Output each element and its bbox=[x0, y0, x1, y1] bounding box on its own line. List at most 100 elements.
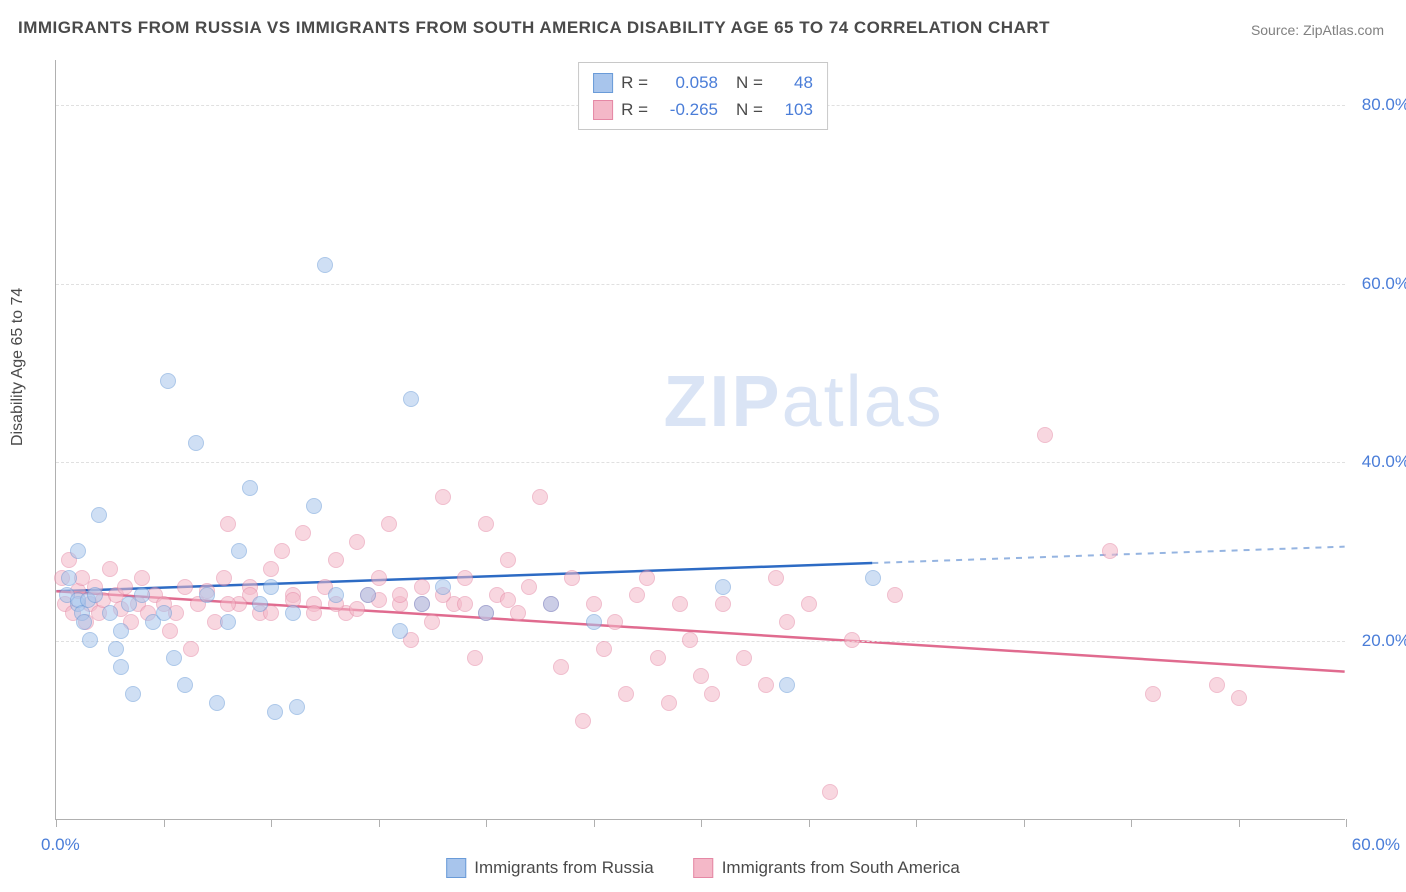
r-value: 0.058 bbox=[656, 69, 718, 96]
legend-swatch bbox=[446, 858, 466, 878]
point-russia bbox=[317, 257, 333, 273]
point-russia bbox=[160, 373, 176, 389]
point-south-america bbox=[586, 596, 602, 612]
x-tick bbox=[1024, 819, 1025, 827]
point-russia bbox=[267, 704, 283, 720]
point-russia bbox=[199, 587, 215, 603]
x-tick bbox=[1346, 819, 1347, 827]
legend-swatch bbox=[593, 73, 613, 93]
r-label: R = bbox=[621, 69, 648, 96]
point-russia bbox=[209, 695, 225, 711]
point-russia bbox=[82, 632, 98, 648]
point-russia bbox=[414, 596, 430, 612]
point-south-america bbox=[887, 587, 903, 603]
point-russia bbox=[108, 641, 124, 657]
point-south-america bbox=[1209, 677, 1225, 693]
point-russia bbox=[76, 614, 92, 630]
point-south-america bbox=[768, 570, 784, 586]
y-tick-label: 40.0% bbox=[1362, 452, 1406, 472]
point-south-america bbox=[467, 650, 483, 666]
point-russia bbox=[392, 623, 408, 639]
point-south-america bbox=[177, 579, 193, 595]
n-label: N = bbox=[736, 96, 763, 123]
point-south-america bbox=[704, 686, 720, 702]
point-russia bbox=[478, 605, 494, 621]
legend-swatch bbox=[593, 100, 613, 120]
point-russia bbox=[403, 391, 419, 407]
point-south-america bbox=[629, 587, 645, 603]
point-south-america bbox=[134, 570, 150, 586]
point-south-america bbox=[478, 516, 494, 532]
point-russia bbox=[779, 677, 795, 693]
point-south-america bbox=[553, 659, 569, 675]
point-south-america bbox=[1102, 543, 1118, 559]
legend-row-russia: R =0.058N =48 bbox=[593, 69, 813, 96]
point-russia bbox=[91, 507, 107, 523]
y-tick-label: 80.0% bbox=[1362, 95, 1406, 115]
point-russia bbox=[289, 699, 305, 715]
point-russia bbox=[586, 614, 602, 630]
plot-area: ZIPatlas 20.0%40.0%60.0%80.0%0.0%60.0% bbox=[55, 60, 1345, 820]
x-tick bbox=[164, 819, 165, 827]
point-russia bbox=[102, 605, 118, 621]
point-south-america bbox=[1231, 690, 1247, 706]
point-south-america bbox=[736, 650, 752, 666]
point-south-america bbox=[328, 552, 344, 568]
point-south-america bbox=[661, 695, 677, 711]
point-russia bbox=[715, 579, 731, 595]
point-south-america bbox=[500, 592, 516, 608]
x-tick bbox=[486, 819, 487, 827]
point-russia bbox=[125, 686, 141, 702]
point-south-america bbox=[381, 516, 397, 532]
point-south-america bbox=[220, 516, 236, 532]
point-russia bbox=[263, 579, 279, 595]
point-south-america bbox=[1145, 686, 1161, 702]
point-russia bbox=[166, 650, 182, 666]
x-tick bbox=[271, 819, 272, 827]
point-russia bbox=[543, 596, 559, 612]
point-south-america bbox=[349, 601, 365, 617]
point-south-america bbox=[392, 587, 408, 603]
point-south-america bbox=[715, 596, 731, 612]
point-russia bbox=[87, 587, 103, 603]
point-russia bbox=[156, 605, 172, 621]
r-label: R = bbox=[621, 96, 648, 123]
legend-item-south_america: Immigrants from South America bbox=[694, 858, 960, 878]
point-russia bbox=[865, 570, 881, 586]
series-legend: Immigrants from RussiaImmigrants from So… bbox=[446, 858, 960, 878]
point-south-america bbox=[650, 650, 666, 666]
x-tick bbox=[379, 819, 380, 827]
point-south-america bbox=[510, 605, 526, 621]
gridline bbox=[56, 641, 1345, 642]
r-value: -0.265 bbox=[656, 96, 718, 123]
point-south-america bbox=[424, 614, 440, 630]
gridline bbox=[56, 462, 1345, 463]
point-south-america bbox=[575, 713, 591, 729]
point-south-america bbox=[618, 686, 634, 702]
legend-swatch bbox=[694, 858, 714, 878]
source-attribution: Source: ZipAtlas.com bbox=[1251, 22, 1384, 38]
y-axis-label: Disability Age 65 to 74 bbox=[9, 288, 27, 446]
point-south-america bbox=[532, 489, 548, 505]
point-russia bbox=[113, 659, 129, 675]
gridline bbox=[56, 284, 1345, 285]
point-russia bbox=[360, 587, 376, 603]
correlation-legend: R =0.058N =48R =-0.265N =103 bbox=[578, 62, 828, 130]
point-south-america bbox=[263, 561, 279, 577]
point-south-america bbox=[183, 641, 199, 657]
point-russia bbox=[242, 480, 258, 496]
point-south-america bbox=[822, 784, 838, 800]
point-south-america bbox=[693, 668, 709, 684]
point-south-america bbox=[564, 570, 580, 586]
point-russia bbox=[188, 435, 204, 451]
point-russia bbox=[231, 543, 247, 559]
point-south-america bbox=[844, 632, 860, 648]
point-south-america bbox=[682, 632, 698, 648]
point-south-america bbox=[117, 579, 133, 595]
point-russia bbox=[113, 623, 129, 639]
n-value: 48 bbox=[771, 69, 813, 96]
chart-title: IMMIGRANTS FROM RUSSIA VS IMMIGRANTS FRO… bbox=[18, 18, 1050, 38]
point-south-america bbox=[274, 543, 290, 559]
point-south-america bbox=[371, 570, 387, 586]
point-south-america bbox=[216, 570, 232, 586]
